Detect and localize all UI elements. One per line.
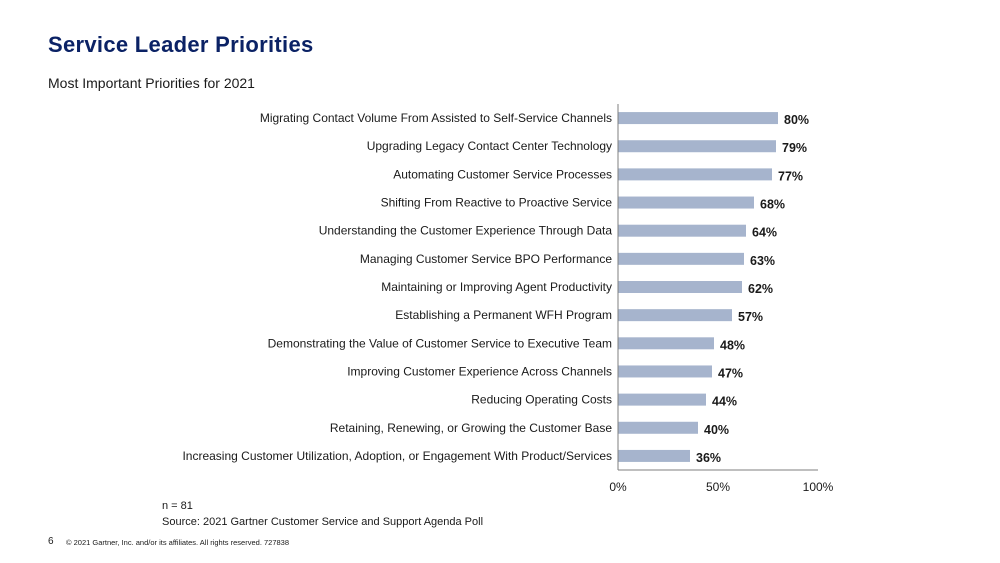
data-label: 40% <box>704 423 729 437</box>
data-label: 79% <box>782 141 807 155</box>
data-label: 63% <box>750 254 775 268</box>
bar <box>618 281 742 293</box>
bar <box>618 393 706 406</box>
category-label: Understanding the Customer Experience Th… <box>319 224 613 238</box>
bar <box>618 168 772 181</box>
category-label: Demonstrating the Value of Customer Serv… <box>268 336 612 350</box>
chart-subtitle: Most Important Priorities for 2021 <box>48 75 255 91</box>
sample-size-note: n = 81 <box>162 500 193 512</box>
bar <box>618 337 714 350</box>
data-label: 62% <box>748 282 773 296</box>
category-label: Retaining, Renewing, or Growing the Cust… <box>330 421 612 435</box>
category-label: Shifting From Reactive to Proactive Serv… <box>381 196 613 210</box>
x-tick-label: 0% <box>609 480 627 494</box>
data-label: 44% <box>712 395 737 409</box>
data-label: 57% <box>738 310 763 324</box>
data-label: 36% <box>696 451 721 465</box>
category-label: Reducing Operating Costs <box>471 393 612 407</box>
page-title: Service Leader Priorities <box>48 32 314 57</box>
category-label: Establishing a Permanent WFH Program <box>395 308 612 322</box>
bar <box>618 309 732 322</box>
data-label: 64% <box>752 226 777 240</box>
category-label: Maintaining or Improving Agent Productiv… <box>381 280 612 294</box>
category-label: Improving Customer Experience Across Cha… <box>347 364 612 378</box>
data-label: 68% <box>760 198 785 212</box>
category-label: Increasing Customer Utilization, Adoptio… <box>182 449 612 463</box>
x-tick-label: 50% <box>706 480 730 494</box>
bar <box>618 365 712 378</box>
data-label: 48% <box>720 338 745 352</box>
page-number: 6 <box>48 536 54 547</box>
bar <box>618 112 778 125</box>
bar <box>618 196 754 209</box>
copyright-text: © 2021 Gartner, Inc. and/or its affiliat… <box>66 538 290 547</box>
category-label: Migrating Contact Volume From Assisted t… <box>260 111 612 125</box>
bar <box>618 224 746 237</box>
data-label: 77% <box>778 169 803 183</box>
bar <box>618 449 690 462</box>
source-note: Source: 2021 Gartner Customer Service an… <box>162 516 484 528</box>
category-label: Upgrading Legacy Contact Center Technolo… <box>367 139 612 153</box>
data-label: 80% <box>784 113 809 127</box>
bar <box>618 252 744 265</box>
category-label: Automating Customer Service Processes <box>393 167 612 181</box>
data-label: 47% <box>718 366 743 380</box>
bar <box>618 140 776 153</box>
bar <box>618 421 698 434</box>
category-label: Managing Customer Service BPO Performanc… <box>360 252 612 266</box>
x-tick-label: 100% <box>803 480 834 494</box>
